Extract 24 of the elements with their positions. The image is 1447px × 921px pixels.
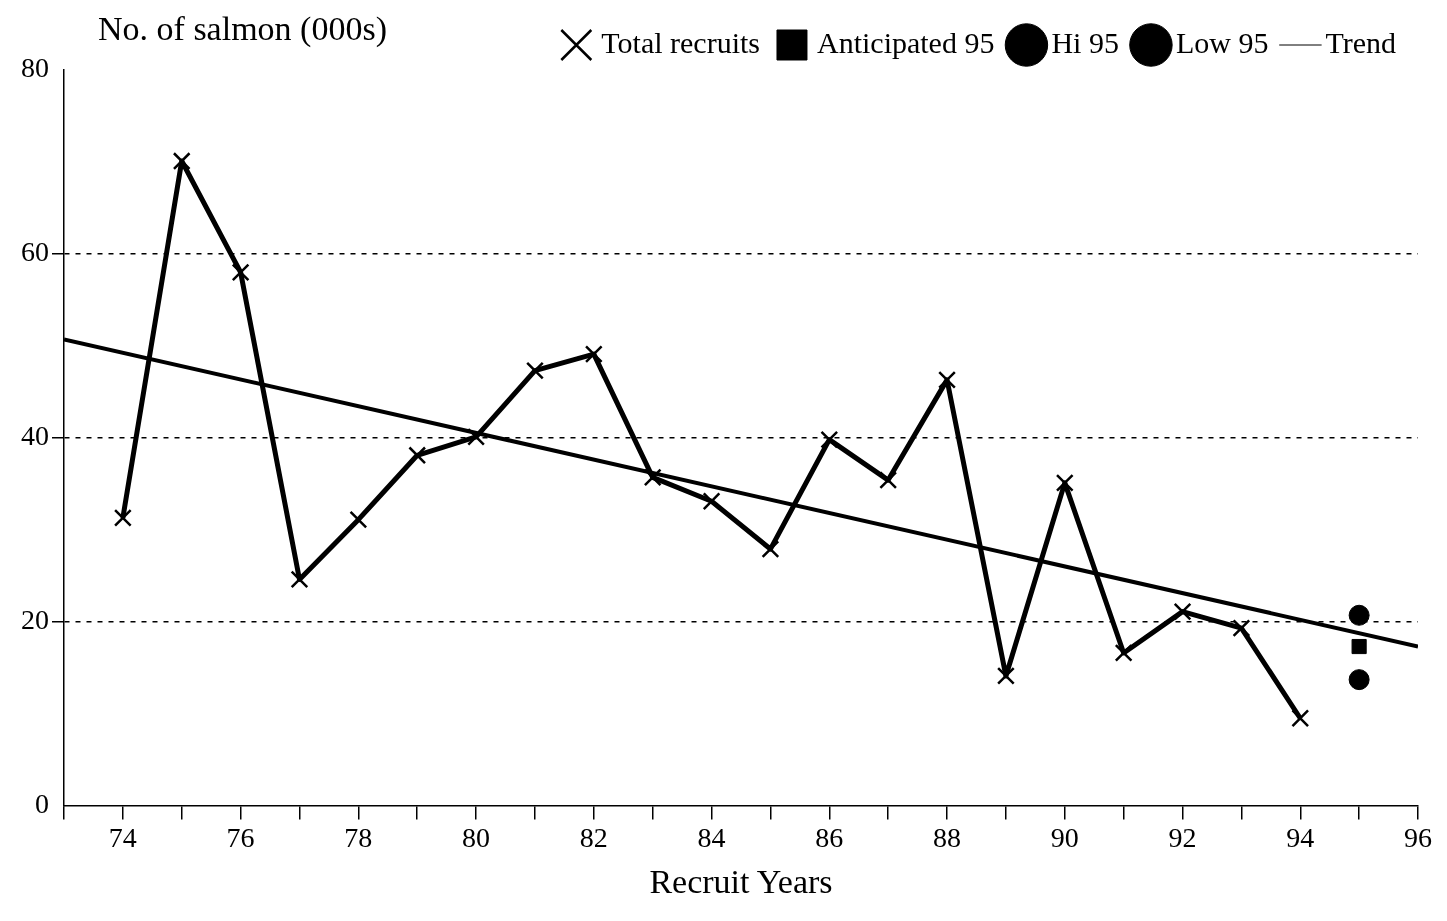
x-axis-title: Recruit Years bbox=[649, 862, 833, 900]
x-tick-label: 78 bbox=[344, 821, 373, 853]
legend-label: Anticipated 95 bbox=[816, 25, 995, 59]
legend-label: Total recruits bbox=[601, 25, 760, 59]
y-tick-label: 80 bbox=[21, 52, 49, 84]
x-tick-label: 80 bbox=[462, 821, 491, 853]
y-tick-label: 20 bbox=[21, 604, 49, 636]
x-tick-label: 92 bbox=[1168, 821, 1197, 853]
x-tick-label: 76 bbox=[226, 821, 255, 853]
y-axis-title: No. of salmon (000s) bbox=[98, 9, 387, 48]
legend-label: Trend bbox=[1325, 25, 1396, 59]
y-tick-label: 40 bbox=[21, 420, 49, 452]
x-tick-label: 82 bbox=[579, 821, 608, 853]
x-tick-label: 90 bbox=[1050, 821, 1079, 853]
x-tick-label: 74 bbox=[108, 821, 137, 853]
x-tick-label: 94 bbox=[1286, 821, 1315, 853]
x-tick-label: 88 bbox=[933, 821, 962, 853]
legend-label: Low 95 bbox=[1175, 25, 1269, 59]
legend-label: Hi 95 bbox=[1051, 25, 1119, 59]
x-tick-label: 96 bbox=[1404, 821, 1432, 853]
x-tick-label: 86 bbox=[815, 821, 844, 853]
y-tick-label: 0 bbox=[35, 787, 49, 819]
y-tick-label: 60 bbox=[21, 236, 49, 268]
x-tick-label: 84 bbox=[697, 821, 726, 853]
